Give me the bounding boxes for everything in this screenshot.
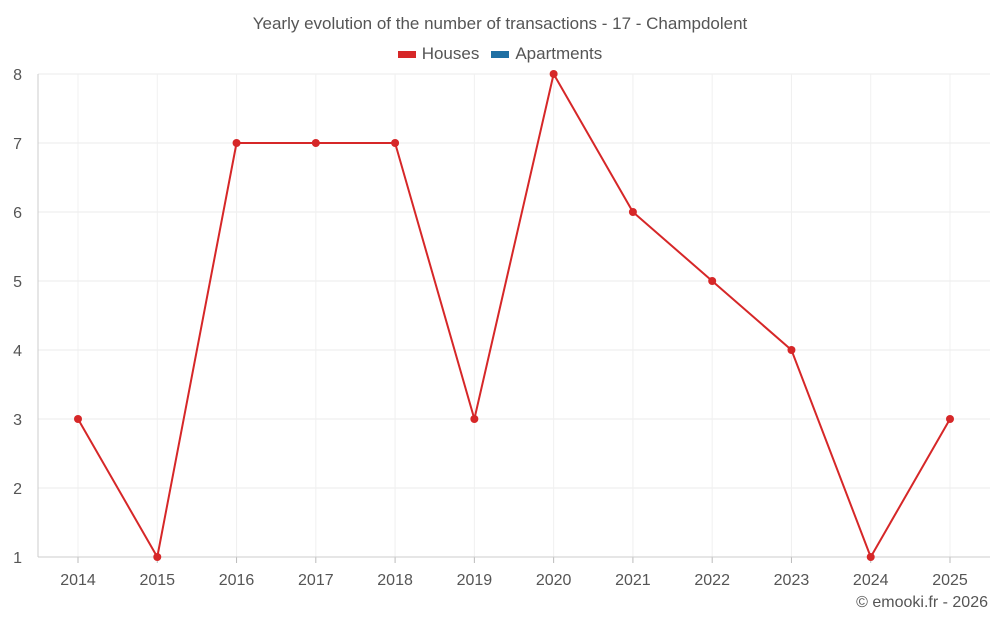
data-point [628, 208, 637, 216]
credit-text: © emooki.fr - 2026 [856, 594, 988, 611]
y-tick-label: 7 [13, 136, 22, 153]
legend-item-houses[interactable]: Houses [397, 44, 480, 64]
y-tick-label: 5 [13, 274, 22, 291]
data-point [311, 139, 320, 147]
data-point [708, 277, 717, 285]
chart-title: Yearly evolution of the number of transa… [252, 14, 748, 33]
x-tick-label: 2016 [219, 572, 255, 589]
legend: Houses Apartments [0, 44, 1000, 64]
data-point [946, 415, 954, 423]
x-tick-label: 2023 [774, 572, 810, 589]
y-tick-label: 8 [13, 67, 22, 84]
data-point [232, 139, 241, 147]
data-point [74, 415, 82, 423]
y-tick-label: 3 [13, 412, 22, 429]
x-tick-label: 2025 [932, 572, 968, 589]
legend-item-apartments[interactable]: Apartments [491, 44, 602, 64]
x-tick-label: 2017 [298, 572, 334, 589]
legend-label-houses: Houses [421, 44, 480, 63]
y-tick-label: 2 [13, 481, 22, 498]
legend-label-apartments: Apartments [515, 44, 603, 63]
data-point [549, 70, 558, 78]
data-point [787, 346, 796, 354]
y-tick-label: 1 [13, 550, 22, 567]
data-point [391, 139, 400, 147]
x-tick-label: 2018 [377, 572, 413, 589]
legend-swatch-apartments [491, 50, 510, 58]
x-tick-label: 2015 [139, 572, 175, 589]
x-tick-label: 2022 [694, 572, 730, 589]
y-tick-label: 6 [13, 205, 22, 222]
x-tick-label: 2020 [536, 572, 572, 589]
x-tick-label: 2021 [615, 572, 651, 589]
legend-swatch-houses [397, 50, 416, 58]
data-point [153, 553, 162, 561]
x-tick-label: 2014 [60, 572, 96, 589]
y-tick-label: 4 [13, 343, 22, 360]
series-line-houses [77, 73, 951, 558]
data-point [470, 415, 479, 423]
data-point [866, 553, 875, 561]
x-tick-label: 2024 [853, 572, 889, 589]
x-tick-label: 2019 [457, 572, 493, 589]
